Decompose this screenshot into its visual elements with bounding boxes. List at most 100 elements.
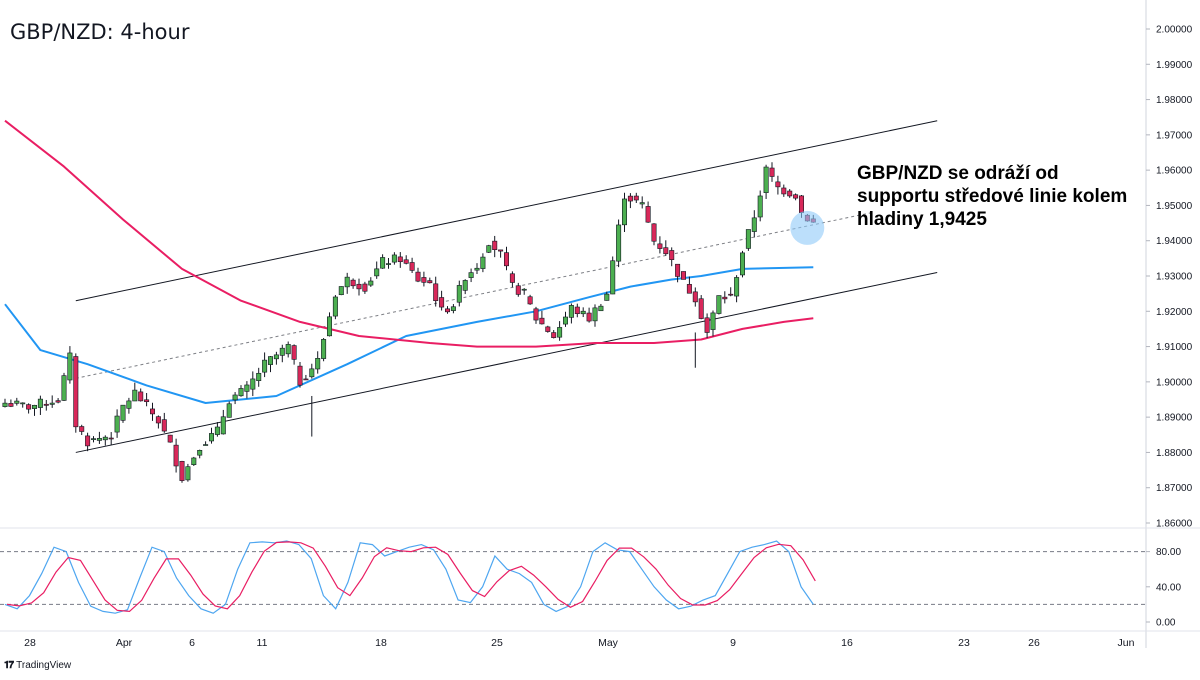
candle bbox=[509, 271, 515, 288]
candle-body bbox=[663, 247, 669, 255]
candle-body bbox=[557, 327, 563, 338]
candle-body bbox=[492, 240, 498, 250]
candle bbox=[439, 290, 445, 311]
candle bbox=[262, 352, 268, 378]
candle-body bbox=[775, 181, 781, 188]
candle-body bbox=[533, 308, 539, 321]
candle-body bbox=[96, 438, 102, 441]
candle-body bbox=[256, 372, 262, 381]
price-tick-label: 1.91000 bbox=[1156, 342, 1193, 353]
candle-body bbox=[209, 433, 215, 442]
candle-body bbox=[120, 404, 126, 421]
candle-body bbox=[126, 400, 132, 409]
candle-body bbox=[403, 259, 409, 264]
candle-body bbox=[698, 298, 704, 319]
candle bbox=[480, 253, 486, 273]
candle bbox=[197, 449, 203, 459]
candle-body bbox=[73, 356, 79, 428]
candle bbox=[403, 255, 409, 265]
annotation-line-3: hladiny 1,9425 bbox=[857, 209, 987, 230]
moving-averages bbox=[4, 119, 814, 404]
candle-body bbox=[303, 378, 309, 381]
candle bbox=[132, 382, 138, 402]
time-tick-label: 6 bbox=[189, 637, 195, 649]
candle-body bbox=[551, 332, 557, 338]
candle-body bbox=[639, 202, 645, 205]
candle bbox=[586, 307, 592, 323]
candle-body bbox=[250, 378, 256, 390]
candle bbox=[710, 310, 716, 337]
candle bbox=[503, 246, 509, 271]
candle bbox=[486, 244, 492, 253]
candle bbox=[108, 432, 114, 446]
grid-layer bbox=[0, 0, 1200, 648]
candle-body bbox=[31, 404, 37, 409]
time-tick-label: 18 bbox=[375, 637, 387, 649]
price-tick-label: 1.96000 bbox=[1156, 166, 1193, 177]
candle bbox=[73, 353, 79, 433]
tradingview-brand[interactable]: 𝟏𝟕 TradingView bbox=[4, 660, 71, 671]
candle-body bbox=[356, 283, 362, 290]
candle bbox=[209, 427, 215, 444]
candle bbox=[214, 422, 220, 437]
candle bbox=[49, 395, 55, 408]
stochastic-tick-label: 40.00 bbox=[1156, 582, 1181, 593]
price-tick-label: 1.92000 bbox=[1156, 307, 1193, 318]
candle-body bbox=[61, 375, 67, 401]
candle bbox=[604, 291, 610, 301]
candle-body bbox=[297, 365, 303, 386]
candle bbox=[37, 395, 43, 415]
candle-body bbox=[692, 291, 698, 303]
candle bbox=[704, 313, 710, 338]
candle bbox=[321, 337, 327, 362]
price-tick-label: 2.00000 bbox=[1156, 25, 1193, 36]
candle bbox=[356, 278, 362, 296]
candle bbox=[775, 175, 781, 195]
tradingview-logo-icon: 𝟏𝟕 bbox=[4, 660, 14, 671]
candle-body bbox=[675, 263, 681, 277]
candle-body bbox=[338, 286, 344, 296]
candle bbox=[444, 306, 450, 314]
candle-body bbox=[173, 444, 179, 467]
candle bbox=[374, 261, 380, 279]
candle bbox=[616, 219, 622, 268]
candle-body bbox=[267, 356, 273, 365]
candle-body bbox=[427, 280, 433, 284]
candle bbox=[716, 295, 722, 315]
candle-body bbox=[244, 384, 250, 392]
candle-body bbox=[309, 368, 315, 378]
channel-middle-line bbox=[75, 211, 873, 379]
candle-body bbox=[214, 426, 220, 435]
candle bbox=[450, 304, 456, 314]
candle bbox=[397, 252, 403, 268]
candle bbox=[657, 236, 663, 254]
candle-body bbox=[657, 243, 663, 249]
candle bbox=[757, 190, 763, 222]
candle-body bbox=[279, 347, 285, 356]
candle-body bbox=[409, 262, 415, 271]
time-tick-label: 16 bbox=[841, 637, 853, 649]
candle bbox=[391, 252, 397, 265]
candle bbox=[309, 363, 315, 379]
candle bbox=[315, 351, 321, 374]
candle bbox=[161, 412, 167, 433]
candle bbox=[226, 401, 232, 418]
candle-body bbox=[763, 166, 769, 193]
candle bbox=[138, 388, 144, 402]
candle bbox=[326, 312, 332, 337]
candle-body bbox=[645, 206, 651, 223]
candle-body bbox=[114, 415, 120, 433]
price-tick-label: 1.93000 bbox=[1156, 272, 1193, 283]
candle bbox=[344, 272, 350, 294]
candle-body bbox=[220, 416, 226, 435]
candle bbox=[751, 210, 757, 238]
candle bbox=[498, 249, 504, 258]
candle bbox=[67, 346, 73, 384]
support-highlight bbox=[790, 210, 825, 245]
candle-body bbox=[474, 267, 480, 271]
candle bbox=[167, 434, 173, 443]
candle bbox=[8, 399, 14, 408]
candle-body bbox=[315, 358, 321, 370]
candle-body bbox=[238, 388, 244, 397]
